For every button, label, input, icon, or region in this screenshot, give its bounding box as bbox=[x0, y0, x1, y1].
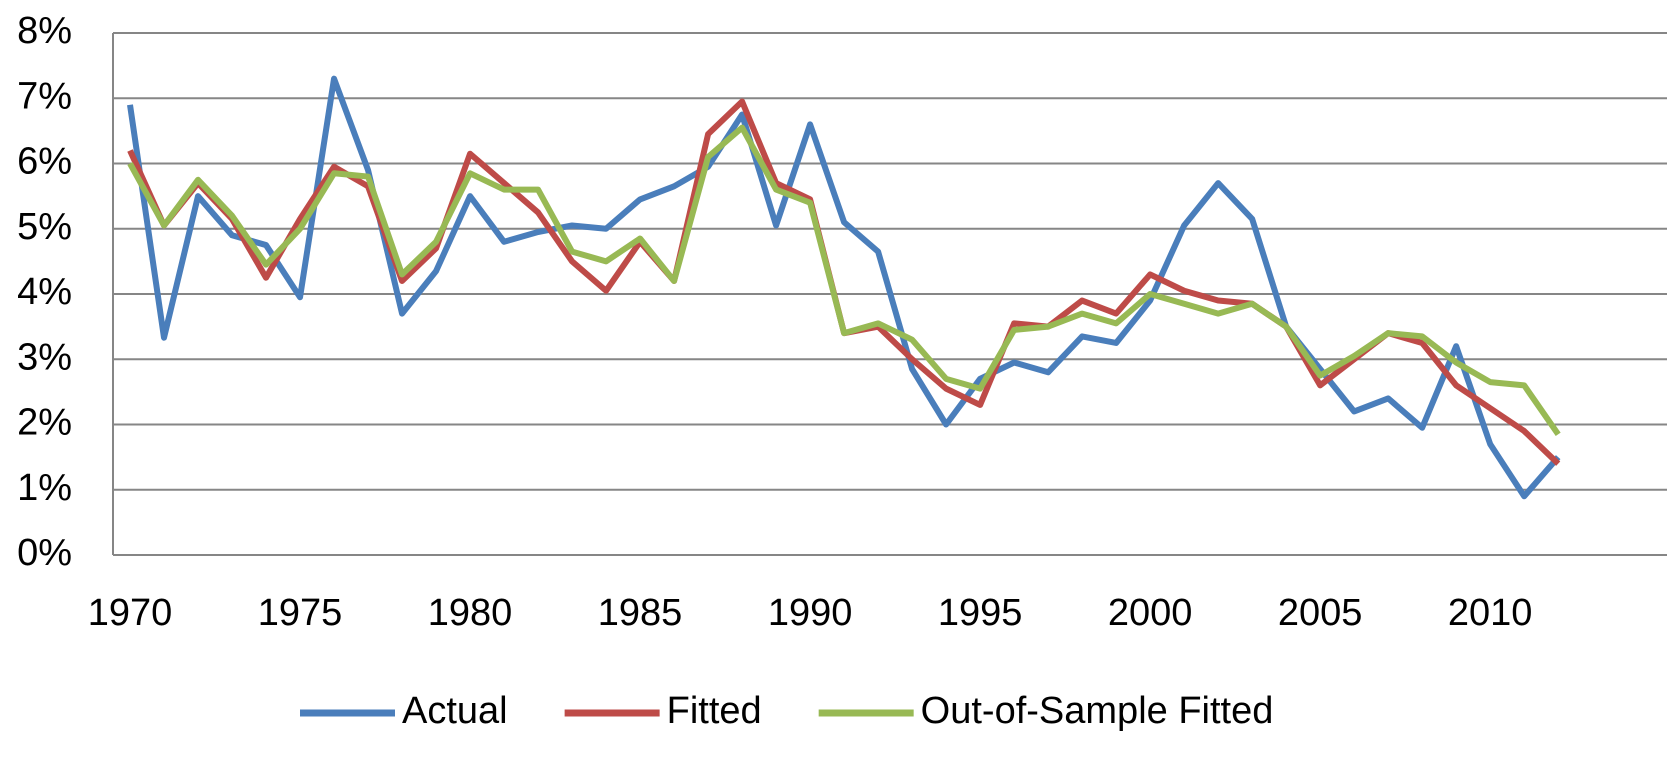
x-tick-label: 1970 bbox=[88, 592, 173, 634]
series-line bbox=[127, 124, 1561, 437]
x-tick-label: 2000 bbox=[1108, 592, 1193, 634]
x-tick-label: 1995 bbox=[938, 592, 1023, 634]
legend-label: Out-of-Sample Fitted bbox=[921, 690, 1274, 732]
y-tick-label: 8% bbox=[17, 10, 72, 52]
series-line bbox=[127, 75, 1561, 500]
y-tick-label: 6% bbox=[17, 141, 72, 183]
legend-label: Actual bbox=[402, 690, 508, 732]
y-tick-label: 5% bbox=[17, 206, 72, 248]
x-tick-label: 2005 bbox=[1278, 592, 1363, 634]
x-tick-label: 1990 bbox=[768, 592, 853, 634]
y-tick-label: 0% bbox=[17, 532, 72, 574]
x-tick-label: 2010 bbox=[1448, 592, 1533, 634]
x-tick-label: 1980 bbox=[428, 592, 513, 634]
x-tick-label: 1975 bbox=[258, 592, 343, 634]
x-tick-label: 1985 bbox=[598, 592, 683, 634]
legend-label: Fitted bbox=[667, 690, 762, 732]
y-tick-label: 7% bbox=[17, 75, 72, 117]
series-line bbox=[127, 98, 1561, 466]
y-tick-label: 1% bbox=[17, 467, 72, 509]
y-tick-label: 3% bbox=[17, 336, 72, 378]
y-tick-label: 4% bbox=[17, 271, 72, 313]
y-tick-label: 2% bbox=[17, 402, 72, 444]
